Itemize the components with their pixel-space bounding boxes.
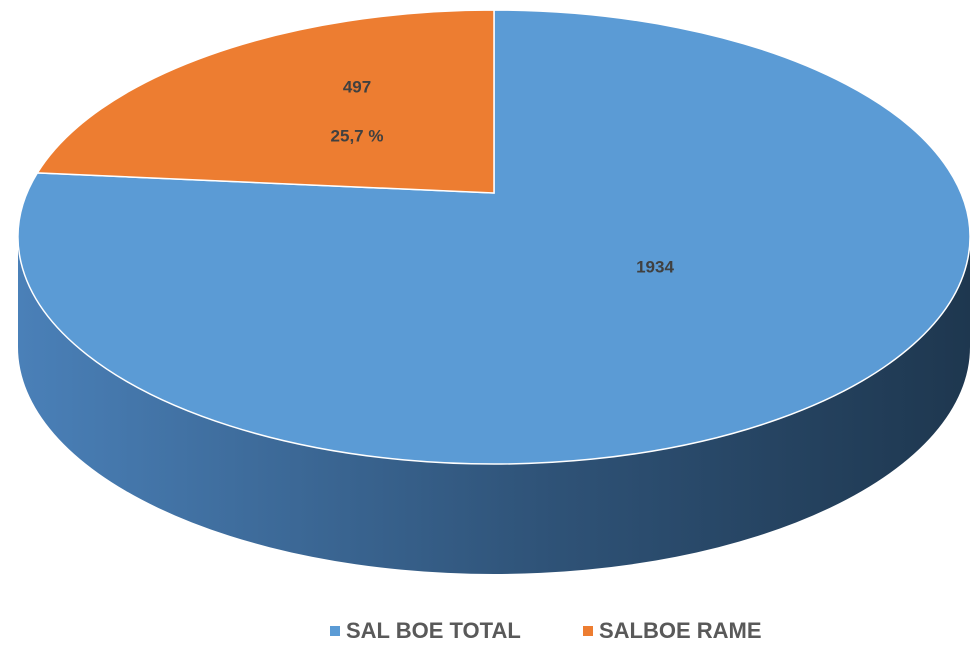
percent-label: 25,7 % — [331, 126, 384, 145]
legend-label: SALBOE RAME — [599, 618, 762, 643]
legend-label: SAL BOE TOTAL — [346, 618, 521, 643]
slice — [17, 9, 970, 465]
legend-swatch — [583, 626, 593, 636]
slice-side — [18, 237, 970, 574]
data-label: 1934 — [636, 257, 674, 276]
legend-swatch — [330, 626, 340, 636]
slice — [36, 9, 495, 194]
pie — [17, 9, 970, 574]
data-label: 497 — [343, 77, 371, 96]
